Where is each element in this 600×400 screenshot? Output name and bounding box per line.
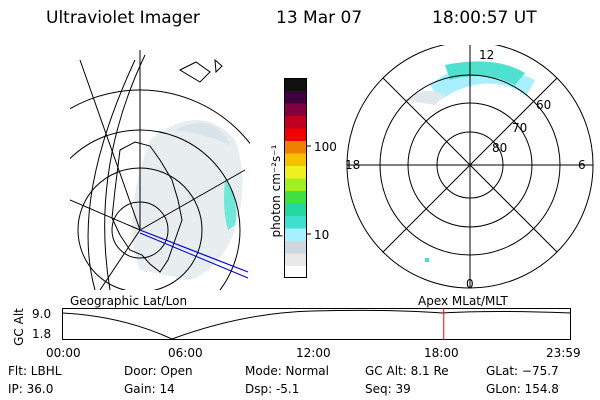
info-ip: IP: 36.0 [8,382,54,396]
colorbar [284,78,311,278]
info-glon: GLon: 154.8 [486,382,559,396]
colorbar-segment [284,115,307,129]
colorbar-segment [284,265,307,278]
colorbar-segment [284,78,307,91]
info-glat: GLat: −75.7 [486,364,559,378]
colorbar-tick-10: 10 [314,228,330,242]
colorbar-segment [284,153,307,166]
instrument-title: Ultraviolet Imager [46,8,200,28]
timeline-xtick-1: 06:00 [168,346,203,360]
timeline-xtick-4: 23:59 [546,346,581,360]
right-map-label: Apex MLat/MLT [418,294,508,308]
mlt-label-right: 6 [578,158,586,172]
colorbar-segment [284,228,307,241]
mlt-label-bottom: 0 [466,277,474,291]
info-door: Door: Open [124,364,193,378]
mlat-label-70: 70 [512,121,528,135]
colorbar-segment [284,240,307,254]
polar-map [346,45,594,289]
colorbar-segment [284,140,307,154]
date-label: 13 Mar 07 [276,8,363,28]
colorbar-segment [284,165,307,179]
time-label: 18:00:57 UT [432,8,537,28]
mlat-label-60: 60 [536,98,552,112]
timeline-ytick-top: 9.0 [32,307,52,321]
colorbar-segment [284,190,307,204]
colorbar-segment [284,103,307,116]
colorbar-tick-100: 100 [314,140,337,154]
colorbar-segment [284,128,307,141]
orbit-track [139,229,249,273]
colorbar-segment [284,215,307,229]
timeline-xtick-0: 00:00 [46,346,81,360]
uv-emission-bright [224,180,237,230]
timeline-ytick-bottom: 1.8 [32,327,52,341]
info-mode: Mode: Normal [245,364,329,378]
info-filter: Flt: LBHL [8,364,62,378]
mlat-label-80: 80 [492,141,508,155]
altitude-curve [62,309,572,340]
timeline-ylabel: GC Alt [12,308,26,346]
mlt-label-left: 18 [345,158,361,172]
colorbar-unit-label: photon cm⁻²s⁻¹ [269,144,283,238]
colorbar-segment [284,90,307,104]
timeline-xtick-2: 12:00 [296,346,331,360]
colorbar-segment [284,253,307,266]
orbit-altitude-timeline [62,308,572,340]
info-gain: Gain: 14 [124,382,175,396]
uv-speck [425,258,429,262]
info-gc-alt: GC Alt: 8.1 Re [365,364,449,378]
info-seq: Seq: 39 [365,382,411,396]
geographic-map [70,50,250,290]
timeline-xtick-3: 18:00 [424,346,459,360]
coastline [111,141,183,273]
mlt-label-top: 12 [479,48,495,62]
colorbar-segment [284,178,307,191]
info-dsp: Dsp: -5.1 [245,382,300,396]
colorbar-segment [284,203,307,216]
left-map-label: Geographic Lat/Lon [70,294,188,308]
